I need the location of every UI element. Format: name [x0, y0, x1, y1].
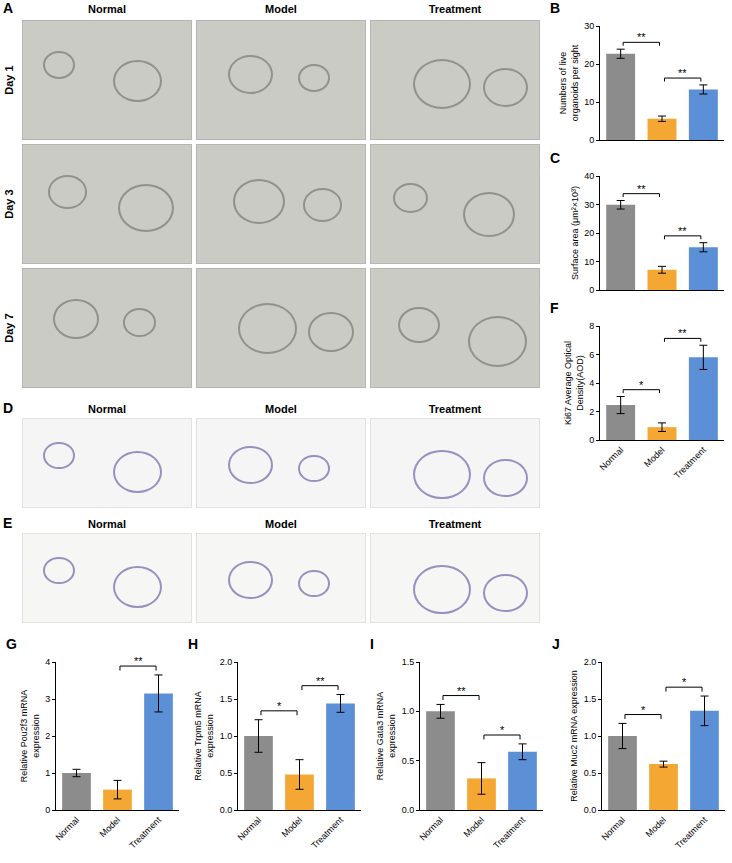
svg-text:2.0: 2.0 [584, 657, 597, 667]
svg-text:Surface area (μm²×10³): Surface area (μm²×10³) [570, 186, 580, 280]
html-text:C: C [550, 150, 561, 166]
svg-text:Model: Model [280, 815, 304, 839]
svg-text:Relative Trpm5 mRNAexpression: Relative Trpm5 mRNAexpression [193, 691, 215, 781]
html-text:Model: Model [265, 3, 297, 15]
html-text:F: F [550, 300, 559, 316]
svg-text:2: 2 [589, 407, 594, 417]
svg-text:2: 2 [45, 731, 50, 741]
html-text:Treatment: Treatment [428, 518, 482, 530]
svg-text:Normal: Normal [600, 815, 628, 843]
svg-text:*: * [500, 724, 505, 736]
html-text:Normal: Normal [88, 3, 126, 15]
svg-text:**: ** [678, 67, 687, 79]
svg-text:Treatment: Treatment [491, 814, 527, 850]
svg-text:**: ** [316, 675, 325, 687]
html-text:Day 1: Day 1 [3, 65, 15, 95]
svg-text:6: 6 [589, 350, 594, 360]
svg-text:0.5: 0.5 [584, 768, 597, 778]
html-text:D: D [3, 400, 14, 416]
svg-text:Relative Muc2 mRNA expression: Relative Muc2 mRNA expression [569, 670, 579, 802]
html-text:Treatment: Treatment [428, 3, 482, 15]
svg-text:Treatment: Treatment [309, 814, 345, 850]
html-text:I: I [370, 636, 374, 652]
svg-text:*: * [639, 379, 644, 391]
svg-text:0.5: 0.5 [220, 768, 233, 778]
svg-text:Treatment: Treatment [672, 444, 708, 480]
html-text:A: A [3, 0, 14, 16]
svg-text:**: ** [637, 183, 646, 195]
html-text:Normal: Normal [88, 518, 126, 530]
svg-text:10: 10 [584, 257, 594, 267]
svg-text:Treatment: Treatment [673, 814, 709, 850]
svg-text:Model: Model [642, 445, 666, 469]
svg-text:*: * [641, 704, 646, 716]
html-text:Normal: Normal [88, 403, 126, 415]
svg-text:Numbers of liveorganoids per s: Numbers of liveorganoids per sight [558, 44, 580, 121]
svg-text:1.5: 1.5 [220, 694, 233, 704]
svg-text:2.0: 2.0 [220, 657, 233, 667]
svg-text:Normal: Normal [598, 445, 626, 473]
svg-text:40: 40 [584, 171, 594, 181]
svg-text:1.5: 1.5 [584, 694, 597, 704]
svg-text:0.0: 0.0 [220, 805, 233, 815]
svg-text:8: 8 [589, 321, 594, 331]
svg-text:30: 30 [584, 21, 594, 31]
svg-text:0.0: 0.0 [402, 805, 415, 815]
svg-text:1.0: 1.0 [220, 731, 233, 741]
svg-text:**: ** [134, 655, 143, 667]
svg-text:1.0: 1.0 [584, 731, 597, 741]
svg-text:4: 4 [45, 657, 50, 667]
svg-text:Treatment: Treatment [127, 814, 163, 850]
svg-text:Model: Model [644, 815, 668, 839]
svg-text:Relative Pou2f3 mRNAexpression: Relative Pou2f3 mRNAexpression [19, 690, 41, 783]
svg-text:1.5: 1.5 [402, 657, 415, 667]
svg-text:*: * [277, 700, 282, 712]
svg-text:0: 0 [45, 805, 50, 815]
svg-text:10: 10 [584, 97, 594, 107]
svg-text:20: 20 [584, 59, 594, 69]
html-text:Day 7: Day 7 [3, 313, 15, 343]
svg-text:4: 4 [589, 378, 594, 388]
html-text:Day 3: Day 3 [3, 189, 15, 219]
svg-text:Relative Gata3 mRNAexpression: Relative Gata3 mRNAexpression [375, 692, 397, 781]
svg-text:20: 20 [584, 228, 594, 238]
svg-text:1.0: 1.0 [402, 706, 415, 716]
svg-text:0: 0 [589, 135, 594, 145]
svg-text:Model: Model [98, 815, 122, 839]
svg-text:**: ** [678, 225, 687, 237]
html-text:Model: Model [265, 518, 297, 530]
svg-text:3: 3 [45, 694, 50, 704]
svg-text:30: 30 [584, 200, 594, 210]
svg-text:0: 0 [589, 285, 594, 295]
svg-text:1: 1 [45, 768, 50, 778]
svg-text:**: ** [678, 327, 687, 339]
html-text:G: G [6, 636, 17, 652]
svg-text:Normal: Normal [54, 815, 82, 843]
svg-text:*: * [682, 676, 687, 688]
svg-text:0: 0 [589, 435, 594, 445]
svg-text:Normal: Normal [418, 815, 446, 843]
svg-text:Normal: Normal [236, 815, 264, 843]
html-text:J: J [552, 636, 560, 652]
svg-text:**: ** [457, 685, 466, 697]
html-text:B: B [550, 0, 561, 16]
svg-text:0.0: 0.0 [584, 805, 597, 815]
svg-text:**: ** [637, 31, 646, 43]
html-text:Model: Model [265, 403, 297, 415]
svg-text:Model: Model [462, 815, 486, 839]
html-text:Treatment: Treatment [428, 403, 482, 415]
html-text:E: E [3, 515, 13, 531]
svg-text:0.5: 0.5 [402, 756, 415, 766]
html-text:H: H [188, 636, 199, 652]
svg-text:Ki67 Average OpticalDensity(AO: Ki67 Average OpticalDensity(AOD) [563, 341, 585, 425]
